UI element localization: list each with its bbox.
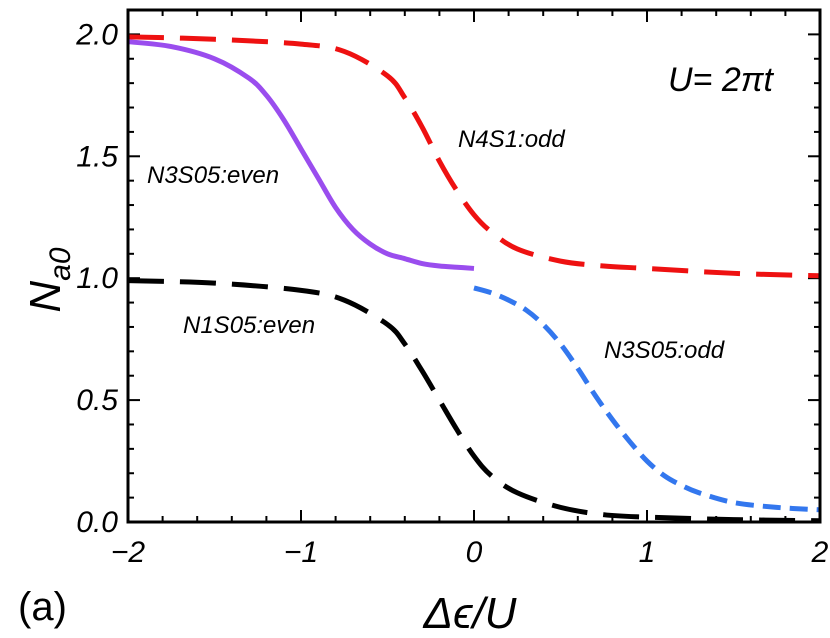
series-label-n1s05-even: N1S05:even xyxy=(183,312,315,339)
series-line-n3s05-odd xyxy=(473,285,821,513)
x-tick-label: −2 xyxy=(111,536,146,569)
y-tick-labels: 0.0 0.5 1.0 1.5 2.0 xyxy=(75,18,118,539)
svg-text:Na0: Na0 xyxy=(21,247,77,312)
x-tick-labels: −2 −1 0 1 2 xyxy=(111,536,829,569)
y-axis-title-main: N xyxy=(21,281,70,313)
series-line-n3s05-even xyxy=(127,39,475,271)
panel-label: (a) xyxy=(18,585,67,629)
y-axis-title-sub: a0 xyxy=(44,247,77,281)
series-label-n3s05-even: N3S05:even xyxy=(147,162,279,189)
y-tick-label: 2.0 xyxy=(75,18,118,51)
y-tick-label: 1.0 xyxy=(76,262,118,295)
x-tick-label: −1 xyxy=(284,536,318,569)
series-line-n4s1-odd xyxy=(127,34,821,279)
series-group xyxy=(127,34,821,524)
x-axis-title: Δϵ/U xyxy=(423,589,517,638)
x-tick-label: 0 xyxy=(466,536,483,569)
series-label-n3s05-odd: N3S05:odd xyxy=(604,337,725,364)
y-axis-title: Na0 xyxy=(21,247,77,312)
x-tick-label: 2 xyxy=(811,536,829,569)
annotation-u: U= 2πt xyxy=(668,61,775,99)
x-tick-label: 1 xyxy=(639,536,656,569)
y-tick-label: 1.5 xyxy=(76,140,118,173)
y-tick-label: 0.5 xyxy=(76,384,118,417)
series-line-n1s05-even xyxy=(127,278,821,524)
plot-frame xyxy=(126,8,822,524)
y-tick-label: 0.0 xyxy=(76,506,118,539)
series-label-n4s1-odd: N4S1:odd xyxy=(458,126,565,153)
